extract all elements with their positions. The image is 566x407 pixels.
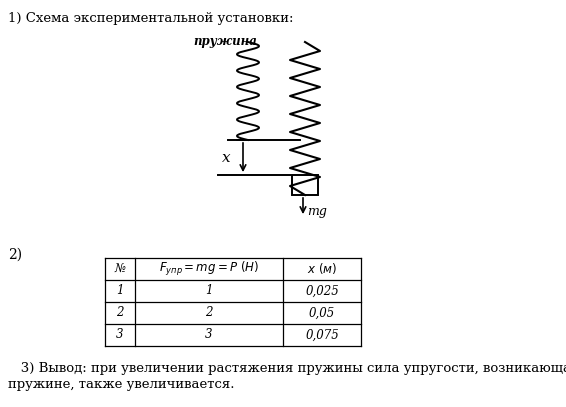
Text: 2: 2 <box>205 306 213 319</box>
Text: 0,075: 0,075 <box>305 328 339 341</box>
Bar <box>292 175 318 195</box>
Text: пружина: пружина <box>193 35 257 48</box>
Text: x: x <box>222 151 231 164</box>
Text: 2: 2 <box>116 306 124 319</box>
Text: 3: 3 <box>205 328 213 341</box>
Text: mg: mg <box>307 204 327 217</box>
Text: 3: 3 <box>116 328 124 341</box>
Text: 0,05: 0,05 <box>309 306 335 319</box>
Text: 2): 2) <box>8 248 22 262</box>
Text: 1: 1 <box>205 284 213 298</box>
Text: 1: 1 <box>116 284 124 298</box>
Text: $F_{\it упр} = mg = P\ (H)$: $F_{\it упр} = mg = P\ (H)$ <box>159 260 259 278</box>
Text: №: № <box>114 263 126 276</box>
Text: 0,025: 0,025 <box>305 284 339 298</box>
Text: $x\ (\it м)$: $x\ (\it м)$ <box>307 262 337 276</box>
Text: 1) Схема экспериментальной установки:: 1) Схема экспериментальной установки: <box>8 12 294 25</box>
Text: 3) Вывод: при увеличении растяжения пружины сила упругости, возникающая в: 3) Вывод: при увеличении растяжения пруж… <box>8 362 566 375</box>
Text: пружине, также увеличивается.: пружине, также увеличивается. <box>8 378 234 391</box>
